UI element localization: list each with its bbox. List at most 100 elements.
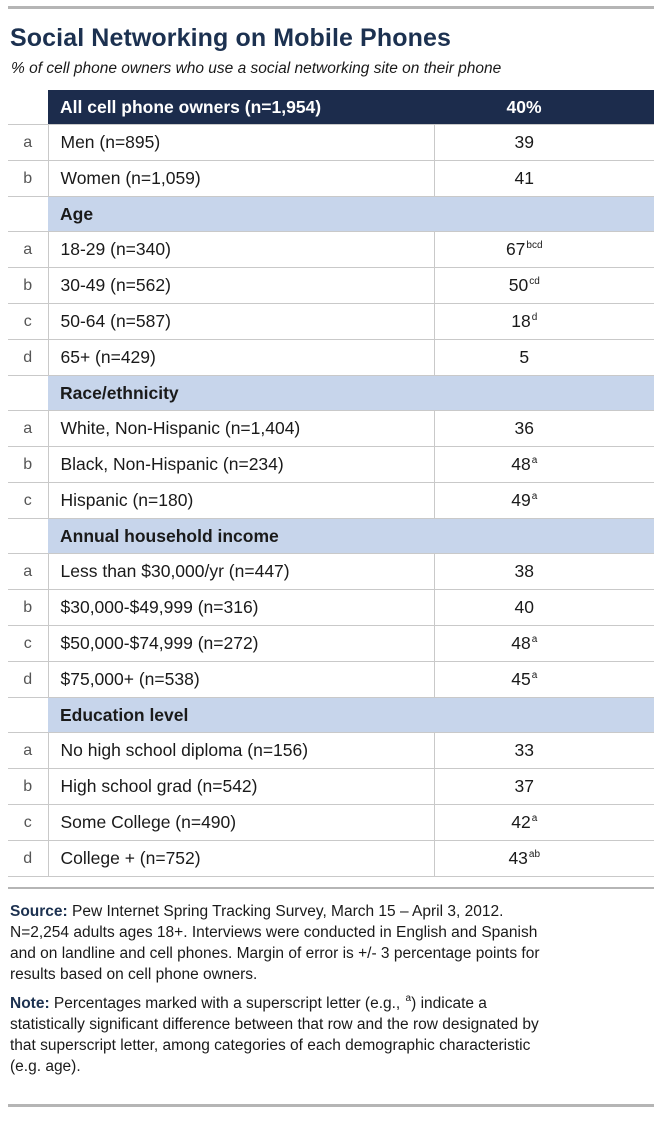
row-label: 50-64 (n=587) [48,303,435,340]
header-label: All cell phone owners (n=1,954) [48,90,434,125]
row-value: 5 [434,339,654,376]
table-row: a Less than $30,000/yr (n=447) 38 [8,553,654,590]
row-letter: a [8,732,49,769]
row-value-number: 48 [511,633,531,653]
table-row: a 18-29 (n=340) 67bcd [8,231,654,268]
table-row: a No high school diploma (n=156) 33 [8,732,654,769]
row-value-number: 41 [514,168,534,188]
row-value-number: 43 [508,848,528,868]
row-value: 49a [434,482,654,519]
row-value: 38 [434,553,654,590]
row-label: Less than $30,000/yr (n=447) [48,553,435,590]
row-value-number: 37 [514,776,534,796]
row-letter: a [8,231,49,268]
row-value-number: 5 [519,347,530,367]
row-label: 30-49 (n=562) [48,267,435,304]
row-value: 39 [434,124,654,161]
page-subtitle: % of cell phone owners who use a social … [11,60,502,77]
row-letter: b [8,267,49,304]
row-label: Women (n=1,059) [48,160,435,197]
significance-superscript: a [531,491,538,502]
row-value-number: 49 [511,490,531,510]
source-line-4: results based on cell phone owners. [10,966,258,983]
notes-block: Source: Pew Internet Spring Tracking Sur… [10,901,654,1077]
note-line-1a: Percentages marked with a superscript le… [49,995,405,1012]
row-label: Hispanic (n=180) [48,482,435,519]
row-value: 67bcd [434,231,654,268]
significance-superscript: ab [528,849,541,860]
section-letter-cell [8,375,48,411]
row-letter: d [8,339,49,376]
row-value-number: 50 [508,275,529,295]
table-row: b 30-49 (n=562) 50cd [8,267,654,304]
source-line-2: N=2,254 adults ages 18+. Interviews were… [10,924,538,941]
table-row: b $30,000-$49,999 (n=316) 40 [8,589,654,626]
note-line-3: that superscript letter, among categorie… [10,1037,531,1054]
row-value-number: 39 [514,132,534,152]
header-letter-cell [8,90,48,125]
section-letter-cell [8,697,48,733]
significance-superscript: a [531,813,538,824]
note-superscript: a [405,993,412,1004]
row-label: White, Non-Hispanic (n=1,404) [48,410,435,447]
row-value-number: 38 [514,561,534,581]
row-label: High school grad (n=542) [48,768,435,805]
row-value-number: 48 [511,454,531,474]
row-value: 48a [434,625,654,662]
row-label: Some College (n=490) [48,804,435,841]
significance-superscript: cd [529,276,540,287]
table-row: a White, Non-Hispanic (n=1,404) 36 [8,410,654,447]
table-row: c Some College (n=490) 42a [8,804,654,841]
row-value-number: 33 [514,740,534,760]
row-value: 43ab [434,840,654,877]
row-value: 40 [434,589,654,626]
row-label: $75,000+ (n=538) [48,661,435,698]
row-letter: c [8,482,49,519]
bottom-divider [8,1104,654,1107]
significance-superscript: d [531,312,538,323]
row-value: 50cd [434,267,654,304]
significance-superscript: a [531,634,538,645]
significance-superscript: a [531,455,538,466]
row-label: $50,000-$74,999 (n=272) [48,625,435,662]
row-label: Men (n=895) [48,124,435,161]
table-row: b Black, Non-Hispanic (n=234) 48a [8,446,654,483]
section-letter-cell [8,196,48,232]
source-line-1: Pew Internet Spring Tracking Survey, Mar… [67,903,504,920]
row-label: $30,000-$49,999 (n=316) [48,589,435,626]
note-line-2: statistically significant difference bet… [10,1016,539,1033]
row-letter: a [8,124,49,161]
table-row: d 65+ (n=429) 5 [8,339,654,376]
note-line-4: (e.g. age). [10,1058,81,1075]
row-value-number: 40 [514,597,534,617]
row-letter: a [8,553,49,590]
row-value-number: 36 [514,418,534,438]
row-label: 18-29 (n=340) [48,231,435,268]
header-value: 40% [434,90,654,125]
row-value-number: 18 [511,311,531,331]
table-row: d $75,000+ (n=538) 45a [8,661,654,698]
data-table: All cell phone owners (n=1,954) 40% a Men… [8,90,654,877]
section-label: Race/ethnicity [48,375,654,411]
source-line-3: and on landline and cell phones. Margin … [10,945,540,962]
source-label: Source: [10,903,68,920]
row-value: 48a [434,446,654,483]
row-value-number: 45 [511,669,531,689]
table-row: a Men (n=895) 39 [8,124,654,161]
mid-divider [8,887,654,889]
section-label: Age [48,196,654,232]
row-label: No high school diploma (n=156) [48,732,435,769]
note-paragraph: Note: Percentages marked with a superscr… [10,993,654,1077]
section-header-row: Annual household income [8,518,654,554]
row-letter: b [8,160,49,197]
row-letter: d [8,661,49,698]
row-label: Black, Non-Hispanic (n=234) [48,446,435,483]
row-value: 36 [434,410,654,447]
section-label: Education level [48,697,654,733]
report-card: Social Networking on Mobile Phones % of … [8,0,654,1107]
row-label: College + (n=752) [48,840,435,877]
table-row: c 50-64 (n=587) 18d [8,303,654,340]
row-value-number: 42 [511,812,531,832]
row-letter: d [8,840,49,877]
top-divider [8,6,654,9]
